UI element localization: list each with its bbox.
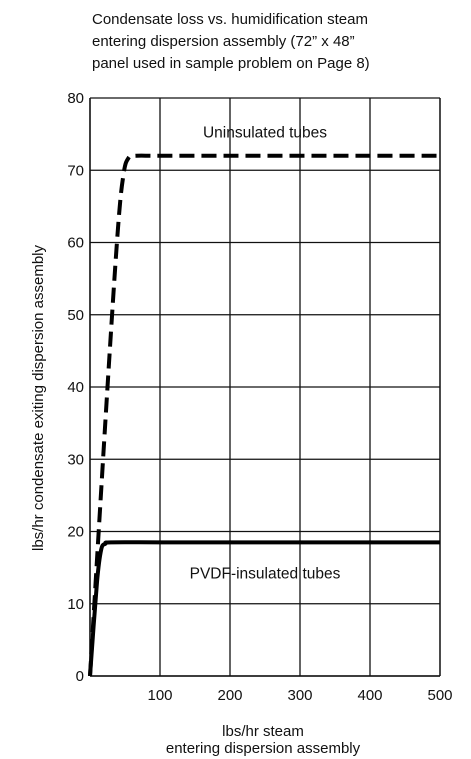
y-tick-label-80: 80 [67, 90, 84, 107]
y-tick-label-70: 70 [67, 162, 84, 179]
series-annotation-1: PVDF-insulated tubes [190, 565, 341, 582]
chart-title-line-2: entering dispersion assembly (72” x 48” [92, 33, 355, 50]
grid [89, 97, 441, 677]
y-tick-label-20: 20 [67, 524, 84, 541]
x-tick-label-400: 400 [357, 687, 382, 704]
x-tick-labels: 100 200 300 400 500 [147, 687, 452, 704]
y-tick-label-60: 60 [67, 235, 84, 252]
x-tick-label-300: 300 [287, 687, 312, 704]
series-lines [88, 153, 440, 677]
x-tick-label-500: 500 [427, 687, 452, 704]
y-tick-label-0: 0 [76, 668, 84, 685]
chart-title-line-3: panel used in sample problem on Page 8) [92, 55, 370, 72]
y-tick-label-10: 10 [67, 596, 84, 613]
series-line-1 [88, 540, 440, 677]
series-annotation-0: Uninsulated tubes [203, 125, 327, 142]
y-axis-label: lbs/hr condensate exiting dispersion ass… [30, 245, 47, 551]
y-tick-label-50: 50 [67, 307, 84, 324]
x-tick-label-100: 100 [147, 687, 172, 704]
series-line-0 [88, 153, 440, 677]
chart-title: Condensate loss vs. humidification steam… [92, 11, 370, 72]
x-axis-label-line-2: entering dispersion assembly [166, 740, 361, 757]
x-axis-label-line-1: lbs/hr steam [222, 723, 304, 740]
y-tick-label-40: 40 [67, 379, 84, 396]
x-tick-label-200: 200 [217, 687, 242, 704]
annotations: Uninsulated tubes PVDF-insulated tubes [190, 125, 341, 583]
y-tick-labels: 0 10 20 30 40 50 60 70 80 [67, 90, 84, 685]
y-tick-label-30: 30 [67, 451, 84, 468]
chart-title-line-1: Condensate loss vs. humidification steam [92, 11, 368, 28]
